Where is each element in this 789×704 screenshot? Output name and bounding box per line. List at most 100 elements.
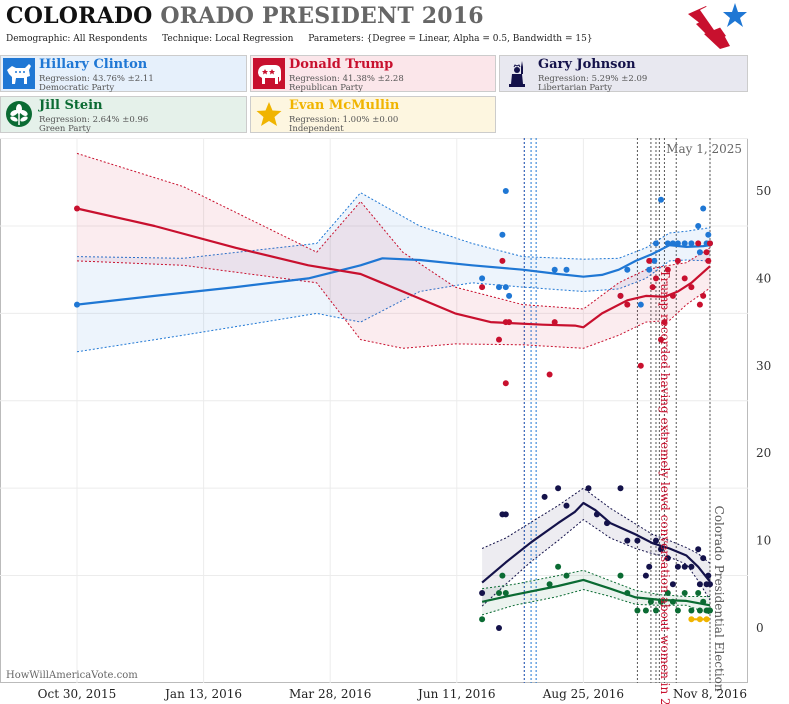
poll-point [658,196,664,203]
poll-point [496,590,502,596]
poll-point [696,249,703,256]
flag-star-logo-icon [688,3,747,49]
candidate-card-stein: Jill Stein Regression: 2.64% ±0.96 Green… [0,96,247,134]
poll-point [499,231,506,238]
candidate-name: Jill Stein [39,98,103,113]
y-tick-label: 50 [756,184,771,198]
poll-point [646,257,653,264]
poll-point [499,257,506,264]
elephant-icon [253,58,285,89]
poll-point [506,319,513,326]
confidence-band [77,192,710,352]
band-lower [481,518,711,607]
regression-line [481,501,711,584]
poll-point [642,607,649,614]
poll-point [617,485,624,492]
band-upper [76,152,711,310]
x-tick-label: Jan 13, 2016 [163,687,242,701]
y-tick-label: 40 [756,271,771,285]
poll-point [653,607,659,614]
poll-point [479,284,486,291]
poll-point [674,607,681,614]
poll-point [681,563,688,570]
candidate-card-clinton: Hillary Clinton Regression: 43.76% ±2.11… [0,55,247,93]
poll-point [499,572,506,579]
poll-point [502,188,509,194]
poll-point [551,319,558,326]
poll-point [681,240,688,247]
poll-point [74,301,80,308]
annotations: Trump recorded having extremely lewd con… [658,270,726,704]
confidence-band [77,153,710,349]
poll-point [688,607,695,614]
poll-point [700,598,707,605]
star-icon [253,99,285,130]
annotation-text: Trump recorded having extremely lewd con… [658,270,672,704]
x-tick-label: Mar 28, 2016 [289,687,371,701]
poll-point [555,485,562,492]
candidate-name: Donald Trump [289,57,394,72]
x-tick-label: Oct 30, 2015 [38,687,117,701]
candidate-regression: Regression: 41.38% ±2.28 [289,74,404,84]
candidate-name: Gary Johnson [538,57,636,72]
regression-line [481,578,711,607]
poll-point [637,301,644,308]
poll-point [688,284,695,291]
page-header: COLORADO ORADO PRESIDENT 2016 Demographi… [0,0,789,50]
poll-point [653,275,659,282]
poll-point [74,205,80,212]
poll-point [479,275,486,282]
page-title: COLORADO ORADO PRESIDENT 2016 [6,3,484,29]
poll-point [703,249,710,256]
candidate-card-trump: Donald Trump Regression: 41.38% ±2.28 Re… [250,55,496,93]
poll-point [658,336,664,343]
poll-point [502,511,509,518]
band-lower [481,588,711,616]
x-tick-label: Nov 8, 2016 [673,687,747,701]
event-lines [523,138,711,683]
poll-point [604,520,610,527]
x-axis: Oct 30, 2015 Jan 13, 2016 Mar 28, 2016 Jun … [38,687,747,701]
annotation-text: Colorado Presidential Election [712,506,726,692]
grid-lines [0,138,748,683]
poll-point [688,616,695,623]
poll-point [617,572,624,579]
x-tick-label: Jun 11, 2016 [416,687,496,701]
poll-point [642,572,649,579]
band-upper [76,192,711,260]
poll-point [695,223,702,229]
y-tick-label: 20 [756,446,771,460]
poll-point [617,292,624,299]
poll-point [664,266,671,273]
poll-point [669,292,676,299]
poll-point [700,555,707,562]
poll-point [705,257,712,264]
poll-point [707,581,713,588]
poll-point [653,240,659,247]
poll-point [695,590,702,596]
poll-point [551,266,558,273]
poll-point [664,590,671,596]
poll-point [703,616,710,623]
poll-point [479,616,486,623]
poll-point [681,590,688,596]
y-tick-label: 0 [756,621,764,635]
y-tick-label: 10 [756,534,771,548]
title-state: COLORADO [6,3,153,29]
date-label: May 1, 2025 [666,142,742,156]
poll-point [674,563,681,570]
poll-point [563,572,570,579]
poll-point [649,284,656,291]
band-lower [76,260,711,349]
y-tick-label: 30 [756,359,771,373]
candidate-regression: Regression: 1.00% ±0.00 [289,115,399,125]
candidate-regression: Regression: 43.76% ±2.11 [39,74,154,84]
parameters-bar: Demographic: All Respondents Technique: … [6,34,605,44]
x-tick-label: Aug 25, 2016 [542,687,624,701]
flower-icon [3,99,35,130]
poll-point [502,590,509,596]
poll-point [669,598,676,605]
poll-point [681,275,688,282]
poll-point [658,546,664,553]
poll-point [637,362,644,369]
